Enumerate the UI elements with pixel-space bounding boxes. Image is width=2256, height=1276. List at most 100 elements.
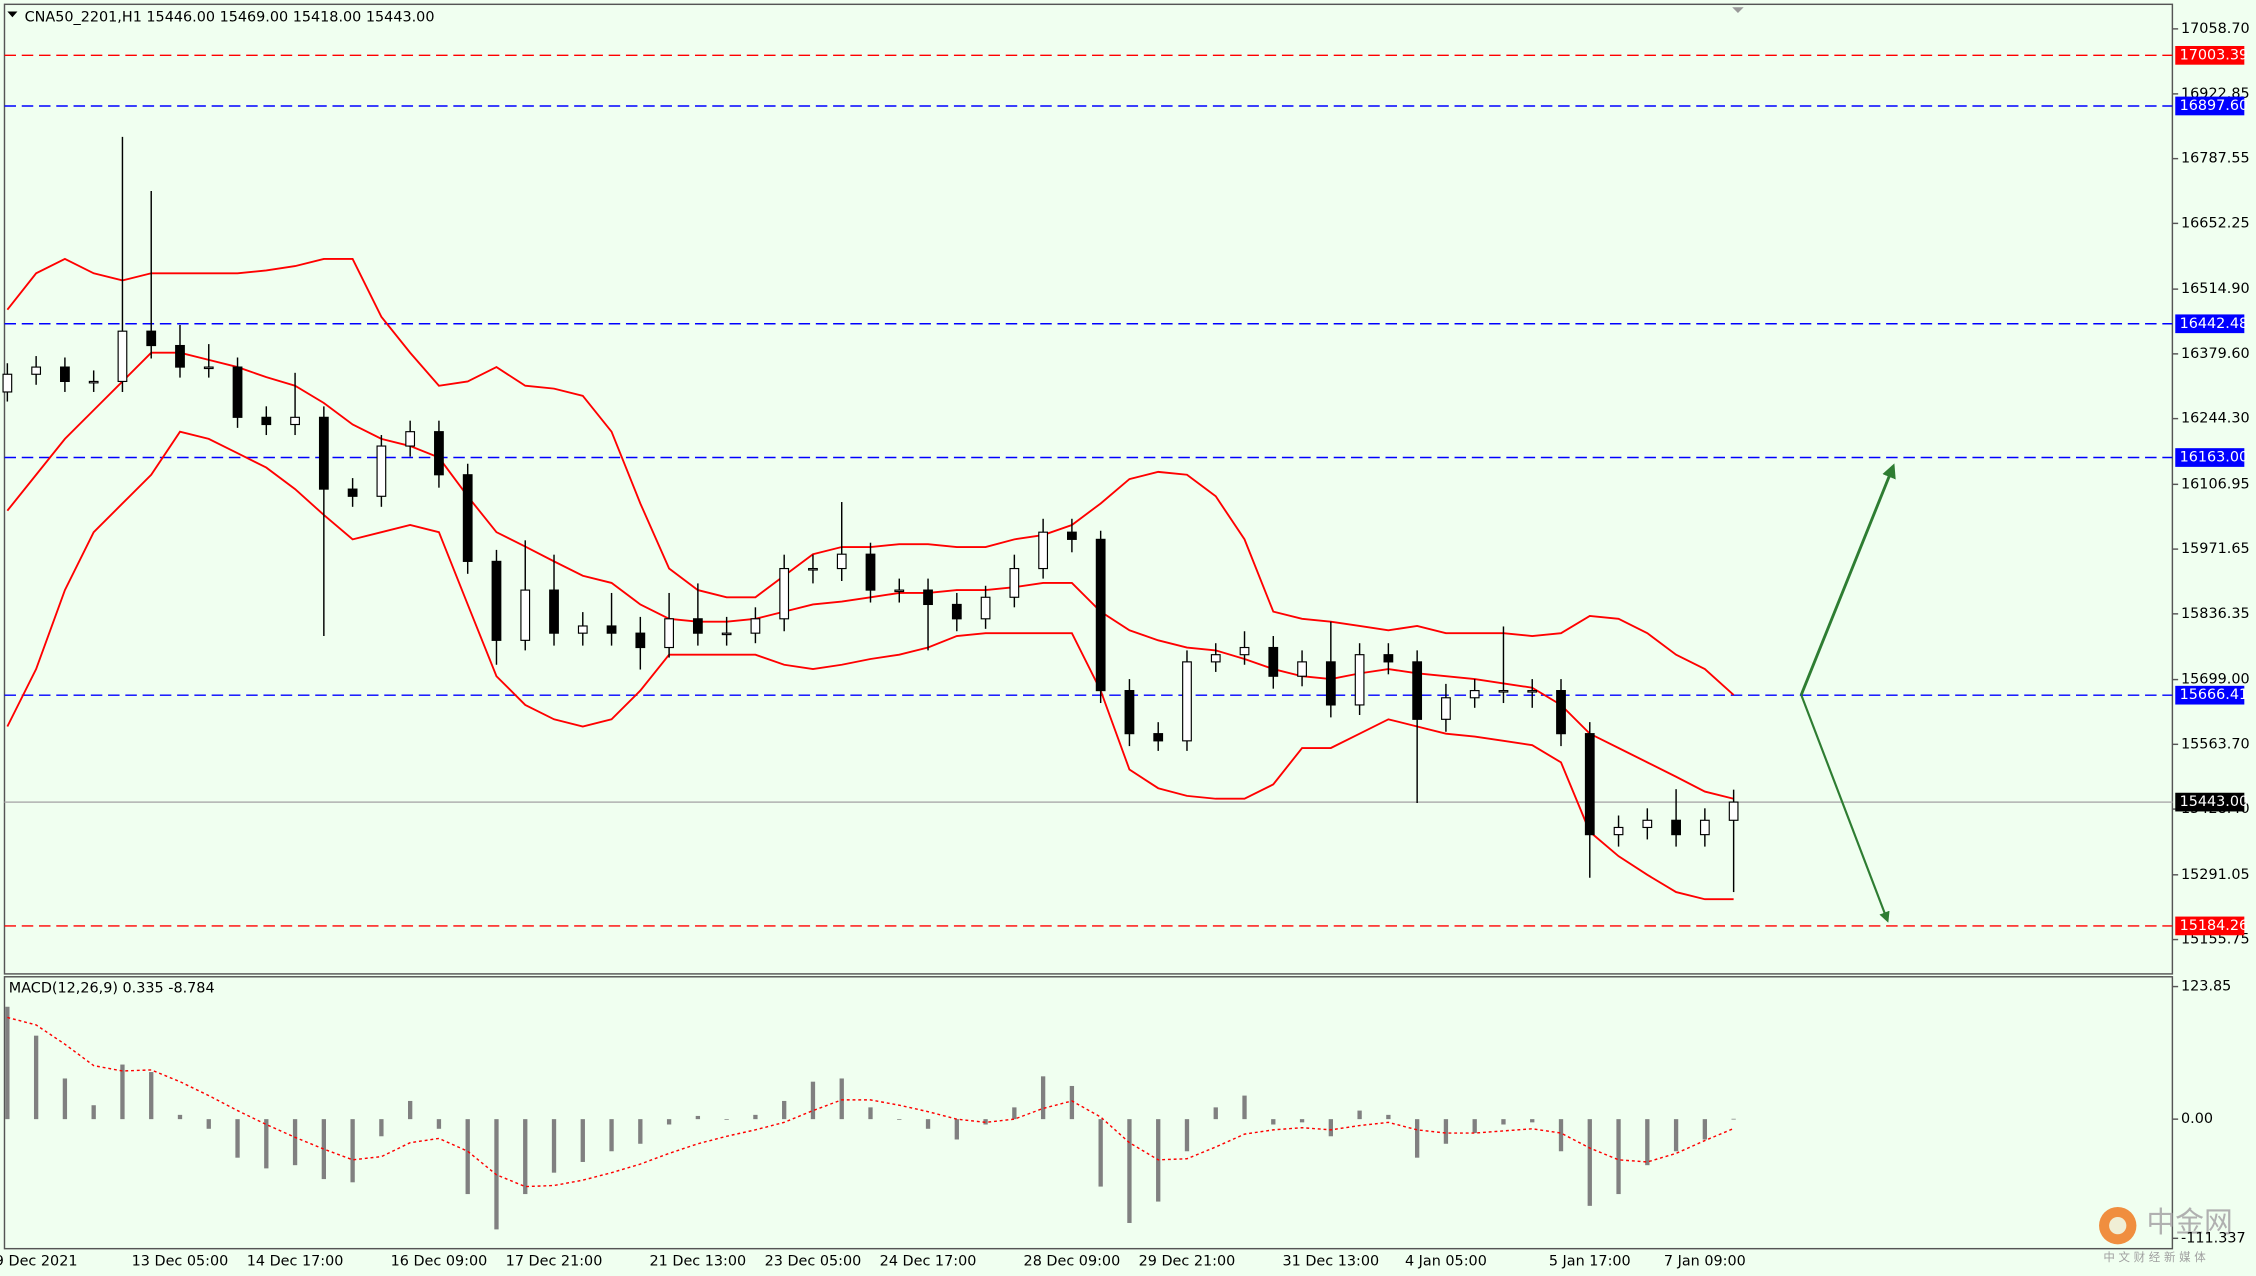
candle-body <box>203 366 214 370</box>
macd-bar <box>954 1119 959 1140</box>
candle-body <box>88 380 99 384</box>
candle-body <box>750 618 761 634</box>
macd-bar <box>1443 1119 1449 1144</box>
y-tick-label: 16244.30 <box>2181 411 2250 427</box>
macd-title: MACD(12,26,9) 0.335 -8.784 <box>9 980 215 996</box>
macd-bar <box>1414 1119 1420 1158</box>
candle-body <box>549 589 559 634</box>
macd-frame <box>3 976 2174 1250</box>
macd-bar <box>1213 1107 1218 1120</box>
level-label: 16897.60 <box>2180 98 2249 114</box>
macd-bar <box>1673 1119 1679 1152</box>
macd-bar <box>1357 1110 1362 1120</box>
candle-body <box>894 589 905 593</box>
candle-body <box>1124 690 1135 735</box>
shift-marker <box>1732 7 1744 13</box>
macd-bar <box>724 1119 729 1120</box>
y-tick-label: 16652.25 <box>2181 215 2250 231</box>
level-label: 15443.00 <box>2180 794 2249 810</box>
down-arrow <box>1800 694 1890 923</box>
macd-bar <box>33 1035 39 1120</box>
candle-body <box>1182 661 1192 742</box>
macd-panel <box>5 1006 1736 1230</box>
x-tick-label: 13 Dec 05:00 <box>132 1254 229 1270</box>
macd-bar <box>1242 1095 1247 1120</box>
level-label: 17003.39 <box>2180 47 2249 63</box>
macd-bar <box>1299 1119 1305 1123</box>
menu-triangle[interactable] <box>7 11 18 18</box>
macd-bar <box>839 1078 844 1120</box>
x-tick-label: 23 Dec 05:00 <box>765 1254 862 1270</box>
candle-body <box>606 625 617 634</box>
x-tick-label: 4 Jan 05:00 <box>1405 1254 1487 1270</box>
macd-bar <box>1328 1119 1333 1137</box>
candle-body <box>1325 661 1336 706</box>
level-label-box <box>2175 685 2245 705</box>
candle-body <box>1268 646 1279 677</box>
y-tick-label: 15699.00 <box>2181 672 2250 688</box>
candle-body <box>117 330 128 383</box>
candle-body <box>1671 819 1681 836</box>
candle-body <box>1613 826 1624 836</box>
candle-body <box>146 330 157 347</box>
macd-bar <box>350 1119 355 1183</box>
macd-bar <box>580 1119 585 1162</box>
candle-body <box>1699 819 1710 836</box>
macd-bar <box>1645 1119 1650 1166</box>
macd-bar <box>1472 1119 1477 1134</box>
macd-bar <box>292 1119 298 1166</box>
macd-bar <box>91 1105 96 1120</box>
macd-bar <box>436 1119 442 1129</box>
level-label-box <box>2175 792 2245 812</box>
x-tick-label: 9 Dec 2021 <box>0 1254 77 1270</box>
candle-body <box>1412 661 1423 720</box>
level-label-box <box>2175 96 2245 116</box>
macd-bar <box>379 1119 384 1137</box>
candle-body <box>175 344 185 368</box>
candle-body <box>1556 690 1566 735</box>
macd-bar <box>1558 1119 1564 1152</box>
candle-body <box>347 488 358 497</box>
macd-bar <box>609 1119 614 1152</box>
macd-bar <box>235 1119 240 1158</box>
levels <box>4 54 2173 927</box>
y-tick-label: 16787.55 <box>2181 151 2250 167</box>
macd-bar <box>321 1119 327 1180</box>
watermark-name: 中金网 <box>2146 1205 2232 1239</box>
macd-bar <box>897 1119 902 1120</box>
macd-bar <box>868 1107 873 1120</box>
candle-body <box>1498 690 1509 693</box>
candle-body <box>1153 733 1164 742</box>
macd-bar <box>1587 1119 1592 1206</box>
candle-body <box>1383 654 1394 663</box>
candle-body <box>808 567 818 571</box>
candle-body <box>1009 567 1020 598</box>
chart-title: CNA50_2201,H1 15446.00 15469.00 15418.00… <box>25 9 435 25</box>
candle-body <box>1642 819 1653 829</box>
candle-body <box>405 431 416 447</box>
macd-bar <box>1069 1085 1075 1120</box>
macd-bar <box>1731 1118 1736 1120</box>
candle-body <box>1441 697 1451 720</box>
macd-bar <box>465 1119 470 1195</box>
x-tick-label: 17 Dec 21:00 <box>506 1254 603 1270</box>
x-tick-label: 16 Dec 09:00 <box>391 1254 488 1270</box>
y-tick-label: 17058.70 <box>2181 21 2250 37</box>
macd-bar <box>666 1119 672 1125</box>
candle-body <box>1095 538 1106 692</box>
candle-body <box>1728 801 1739 821</box>
candle-body <box>577 625 588 634</box>
macd-bar <box>523 1119 528 1195</box>
macd-bar <box>1127 1119 1132 1223</box>
candle-body <box>1469 690 1480 699</box>
main-frame <box>3 3 2174 975</box>
x-tick-label: 21 Dec 13:00 <box>650 1254 747 1270</box>
macd-bar <box>149 1072 154 1120</box>
candle-body <box>2 373 13 393</box>
macd-bar <box>695 1115 701 1120</box>
macd-bar <box>1702 1119 1708 1140</box>
x-tick-label: 24 Dec 17:00 <box>880 1254 977 1270</box>
candle-body <box>31 366 42 375</box>
